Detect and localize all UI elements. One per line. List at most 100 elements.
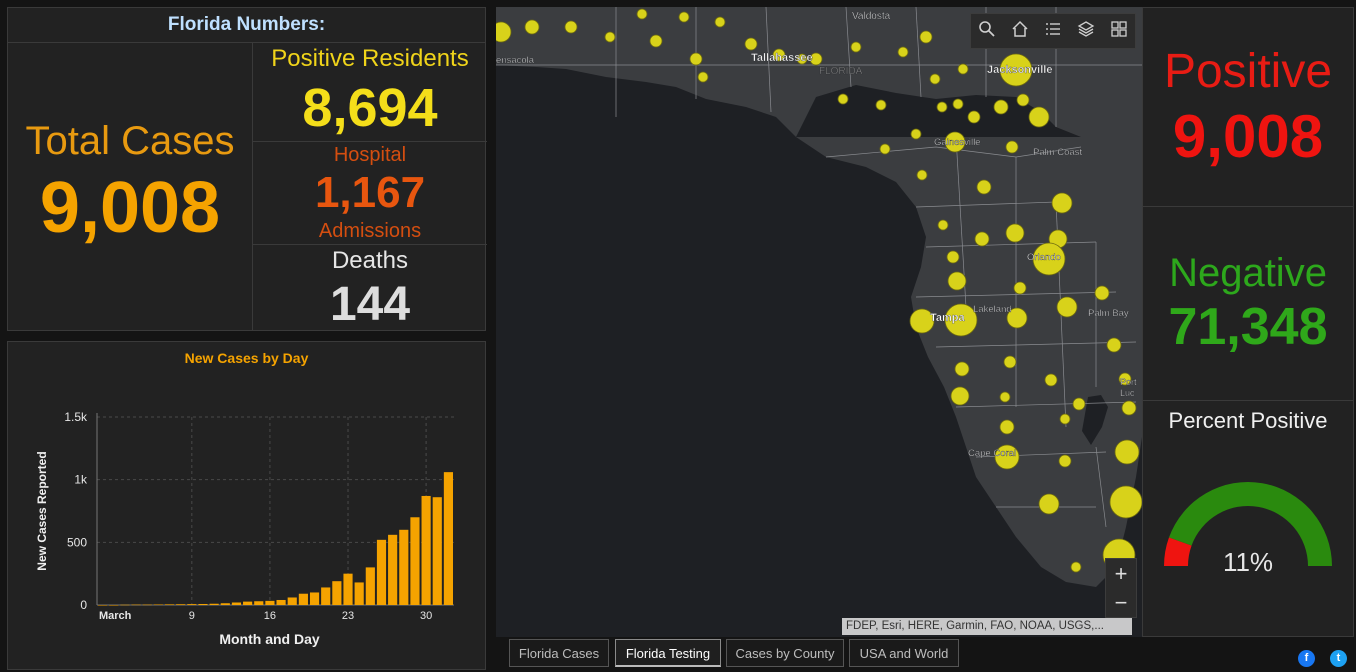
case-bubble bbox=[697, 71, 709, 83]
bar bbox=[309, 592, 320, 605]
case-bubble bbox=[994, 444, 1020, 470]
bar bbox=[187, 604, 197, 605]
case-bubble bbox=[689, 52, 703, 66]
bar bbox=[109, 605, 119, 606]
positive-residents-box: Positive Residents 8,694 bbox=[253, 43, 487, 142]
gauge-remaining-arc bbox=[1168, 482, 1332, 566]
bar bbox=[432, 497, 442, 605]
bar bbox=[287, 597, 297, 605]
negative-label: Negative bbox=[1169, 251, 1327, 295]
negative-tests-box: Negative 71,348 bbox=[1143, 207, 1353, 401]
basemap-gallery-icon[interactable] bbox=[1108, 20, 1130, 42]
county-boundary bbox=[955, 401, 1137, 408]
case-bubble bbox=[944, 131, 966, 153]
bar bbox=[421, 495, 431, 605]
percent-positive-gauge: 11% bbox=[1164, 482, 1332, 577]
x-tick-label: 9 bbox=[189, 610, 195, 622]
bar bbox=[399, 529, 409, 605]
case-bubble bbox=[1109, 485, 1142, 519]
case-bubble bbox=[1070, 561, 1082, 573]
map-label-pensacola: ensacola bbox=[496, 55, 535, 66]
case-bubble bbox=[636, 8, 648, 20]
bar bbox=[365, 567, 375, 605]
map-label-port-st-lucie: Port bbox=[1120, 377, 1137, 387]
percent-positive-label: Percent Positive bbox=[1168, 408, 1328, 433]
positive-value: 9,008 bbox=[1172, 103, 1324, 170]
gauge-value-arc bbox=[1164, 537, 1192, 566]
case-bubble bbox=[1016, 93, 1030, 107]
chart-title: New Cases by Day bbox=[184, 350, 309, 366]
case-bubble bbox=[1051, 192, 1073, 214]
twitter-icon[interactable]: t bbox=[1330, 650, 1347, 667]
map-canvas[interactable]: Valdosta ensacola Tallahassee FLORIDA Jackso… bbox=[496, 7, 1142, 637]
tab-cases-by-county[interactable]: Cases by County bbox=[726, 639, 844, 667]
map-label-florida: FLORIDA bbox=[819, 66, 863, 77]
case-bubble bbox=[1094, 285, 1110, 301]
zoom-in-button[interactable]: + bbox=[1114, 561, 1128, 586]
bar bbox=[254, 601, 264, 605]
tab-usa-and-world[interactable]: USA and World bbox=[849, 639, 959, 667]
x-axis-label: Month and Day bbox=[219, 631, 320, 647]
bar bbox=[265, 600, 275, 605]
bar bbox=[343, 573, 353, 605]
case-bubble bbox=[1058, 454, 1072, 468]
y-tick-label: 0 bbox=[80, 598, 87, 612]
tab-florida-cases[interactable]: Florida Cases bbox=[509, 639, 609, 667]
layers-icon[interactable] bbox=[1075, 20, 1097, 42]
bar bbox=[388, 534, 398, 605]
case-bubble bbox=[744, 37, 758, 51]
total-cases-label: Total Cases bbox=[25, 119, 235, 163]
case-bubble bbox=[1028, 106, 1050, 128]
case-bubble bbox=[1118, 372, 1132, 386]
home-icon[interactable] bbox=[1009, 20, 1031, 42]
map-label-tallahassee: Tallahassee bbox=[751, 52, 813, 64]
map-label-port-st-lucie2: Luc bbox=[1120, 388, 1135, 398]
case-bubble bbox=[944, 303, 978, 337]
deaths-box: Deaths 144 bbox=[253, 245, 487, 331]
case-bubble bbox=[604, 31, 616, 43]
new-cases-chart-panel: New Cases by Day 0 500 1k 1.5k March 9 16 23 30 M… bbox=[7, 341, 486, 670]
case-bubble bbox=[947, 271, 967, 291]
map-label-palm-bay: Palm Bay bbox=[1088, 308, 1129, 319]
positive-label: Positive bbox=[1163, 45, 1333, 98]
case-bubble bbox=[1006, 307, 1028, 329]
hospital-label: Hospital bbox=[333, 144, 407, 166]
lake-okeechobee bbox=[1082, 395, 1108, 445]
florida-map[interactable]: Valdosta ensacola Tallahassee FLORIDA Jackso… bbox=[496, 7, 1142, 637]
search-icon[interactable] bbox=[976, 20, 998, 42]
case-bubble bbox=[999, 53, 1033, 87]
bar bbox=[298, 593, 308, 605]
case-bubble bbox=[1059, 413, 1071, 425]
bar bbox=[153, 604, 163, 605]
case-bubble bbox=[967, 110, 981, 124]
bar bbox=[220, 603, 230, 605]
case-bubble bbox=[954, 361, 970, 377]
testing-panel: Positive 9,008 Negative 71,348 Percent P… bbox=[1142, 7, 1354, 637]
hospital-admissions-box: Hospital 1,167 Admissions bbox=[253, 142, 487, 245]
case-bubble bbox=[1032, 242, 1066, 276]
case-bubble bbox=[496, 21, 512, 43]
case-bubble bbox=[1072, 397, 1086, 411]
case-bubble bbox=[909, 308, 935, 334]
legend-icon[interactable] bbox=[1042, 20, 1064, 42]
bar bbox=[209, 603, 219, 605]
bar bbox=[198, 603, 208, 605]
bar bbox=[443, 472, 453, 605]
map-attribution[interactable]: FDEP, Esri, HERE, Garmin, FAO, NOAA, USG… bbox=[842, 618, 1132, 635]
zoom-out-button[interactable]: − bbox=[1114, 590, 1128, 615]
y-axis-label: New Cases Reported bbox=[35, 451, 49, 570]
bar bbox=[120, 604, 130, 606]
case-bubble bbox=[1044, 373, 1058, 387]
tab-florida-testing[interactable]: Florida Testing bbox=[615, 639, 721, 667]
y-tick-label: 1.5k bbox=[64, 410, 88, 424]
county-boundary bbox=[915, 201, 1057, 208]
case-bubble bbox=[1005, 223, 1025, 243]
y-tick-label: 1k bbox=[74, 473, 88, 487]
case-bubble bbox=[950, 386, 970, 406]
deaths-label: Deaths bbox=[331, 247, 409, 274]
map-label-jacksonville: Jacksonville bbox=[987, 64, 1052, 76]
bar bbox=[231, 602, 242, 605]
bar bbox=[332, 581, 342, 605]
case-bubble bbox=[976, 179, 992, 195]
facebook-icon[interactable]: f bbox=[1298, 650, 1315, 667]
